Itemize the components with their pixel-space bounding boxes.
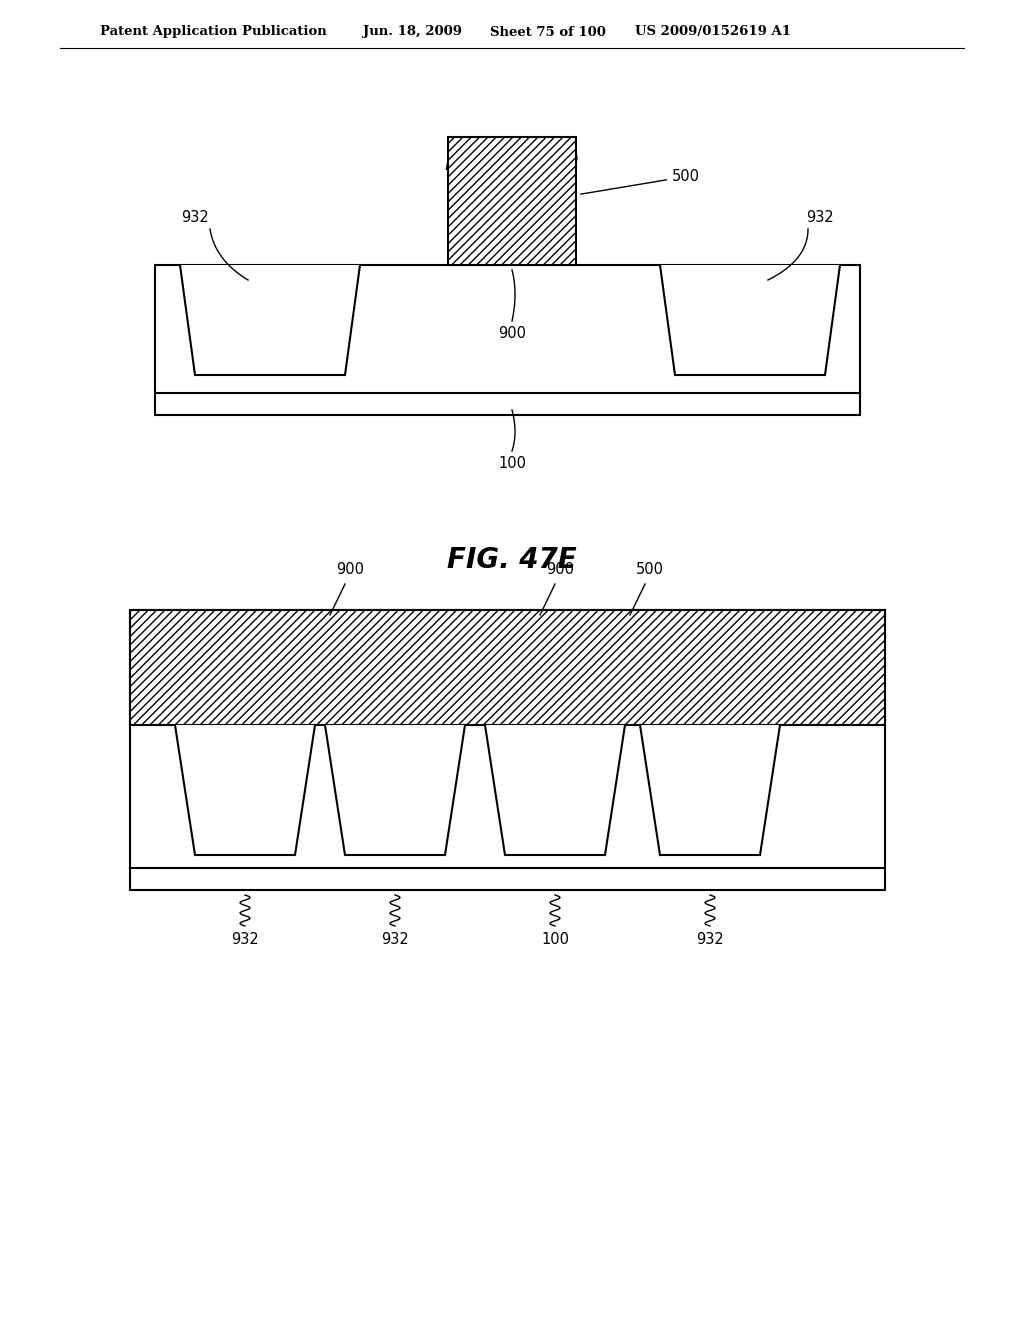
Text: 900: 900 [546, 562, 574, 578]
Text: 500: 500 [581, 169, 700, 194]
Polygon shape [130, 610, 885, 890]
Text: 900: 900 [336, 562, 364, 578]
Polygon shape [449, 137, 575, 265]
Polygon shape [640, 725, 780, 855]
Text: 100: 100 [541, 932, 569, 948]
Text: Sheet 75 of 100: Sheet 75 of 100 [490, 25, 606, 38]
Text: 932: 932 [381, 932, 409, 948]
Text: 932: 932 [181, 210, 209, 224]
Polygon shape [155, 265, 860, 414]
Text: US 2009/0152619 A1: US 2009/0152619 A1 [635, 25, 791, 38]
Text: 932: 932 [231, 932, 259, 948]
Text: 932: 932 [806, 210, 834, 224]
Polygon shape [660, 265, 840, 375]
Text: 100: 100 [498, 455, 526, 470]
Text: FIG. 47E: FIG. 47E [447, 546, 577, 574]
Text: 900: 900 [498, 326, 526, 341]
Polygon shape [180, 265, 360, 375]
Text: Jun. 18, 2009: Jun. 18, 2009 [362, 25, 462, 38]
Polygon shape [130, 610, 885, 725]
Polygon shape [325, 725, 465, 855]
Text: FIG. 47D: FIG. 47D [445, 148, 579, 176]
Polygon shape [485, 725, 625, 855]
Text: 932: 932 [696, 932, 724, 948]
Polygon shape [175, 725, 315, 855]
Text: 500: 500 [636, 562, 664, 578]
Text: Patent Application Publication: Patent Application Publication [100, 25, 327, 38]
